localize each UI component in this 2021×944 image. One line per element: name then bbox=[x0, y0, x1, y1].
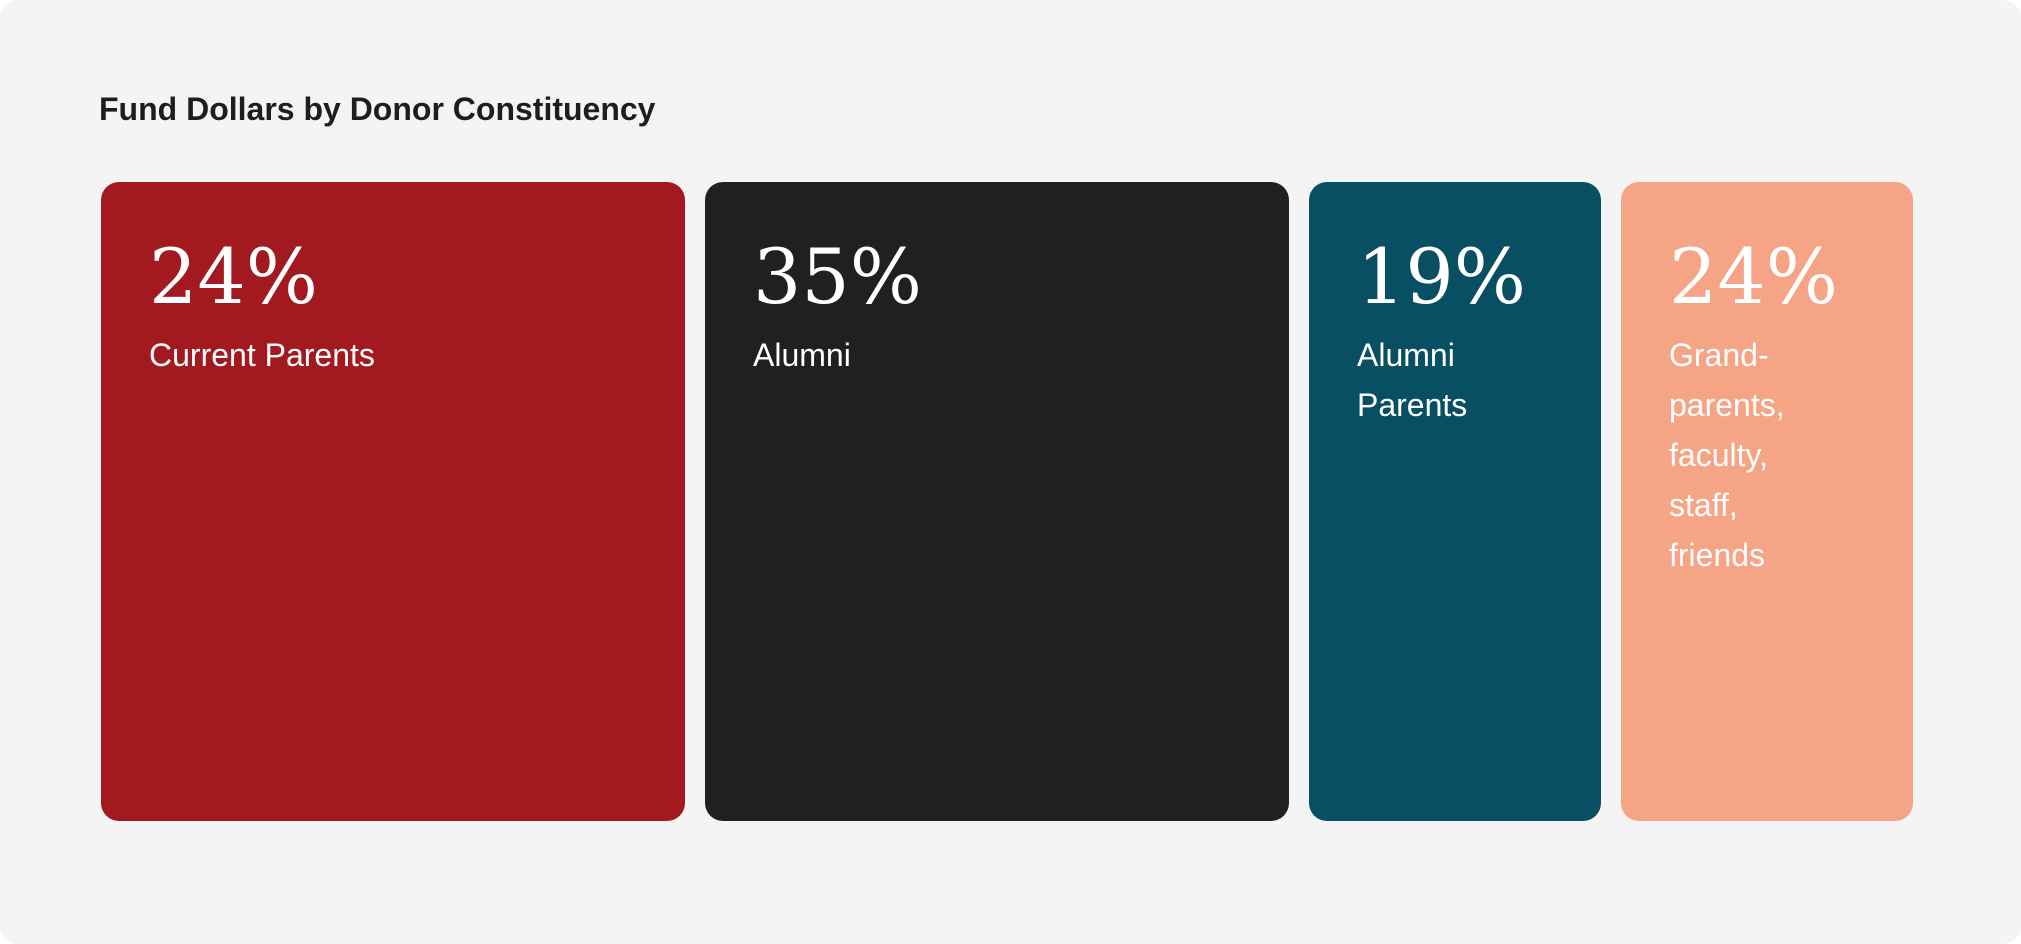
chart-tile: 35% Alumni bbox=[705, 182, 1289, 821]
chart-tile: 19% Alumni Parents bbox=[1309, 182, 1601, 821]
chart-title: Fund Dollars by Donor Constituency bbox=[99, 91, 656, 127]
tile-value: 24% bbox=[1669, 232, 1838, 321]
tile-label: Alumni bbox=[753, 337, 851, 373]
tile-value: 19% bbox=[1357, 232, 1526, 321]
tile-label: Alumni Parents bbox=[1357, 337, 1468, 423]
chart-tile: 24% Current Parents bbox=[101, 182, 685, 821]
tile-value: 35% bbox=[753, 232, 922, 321]
chart-tile: 24% Grand-parents, faculty, staff, friend… bbox=[1621, 182, 1913, 821]
tile-label: Grand-parents, faculty, staff, friends bbox=[1669, 337, 1785, 573]
tile-value: 24% bbox=[149, 232, 318, 321]
tile-label: Current Parents bbox=[149, 337, 375, 373]
